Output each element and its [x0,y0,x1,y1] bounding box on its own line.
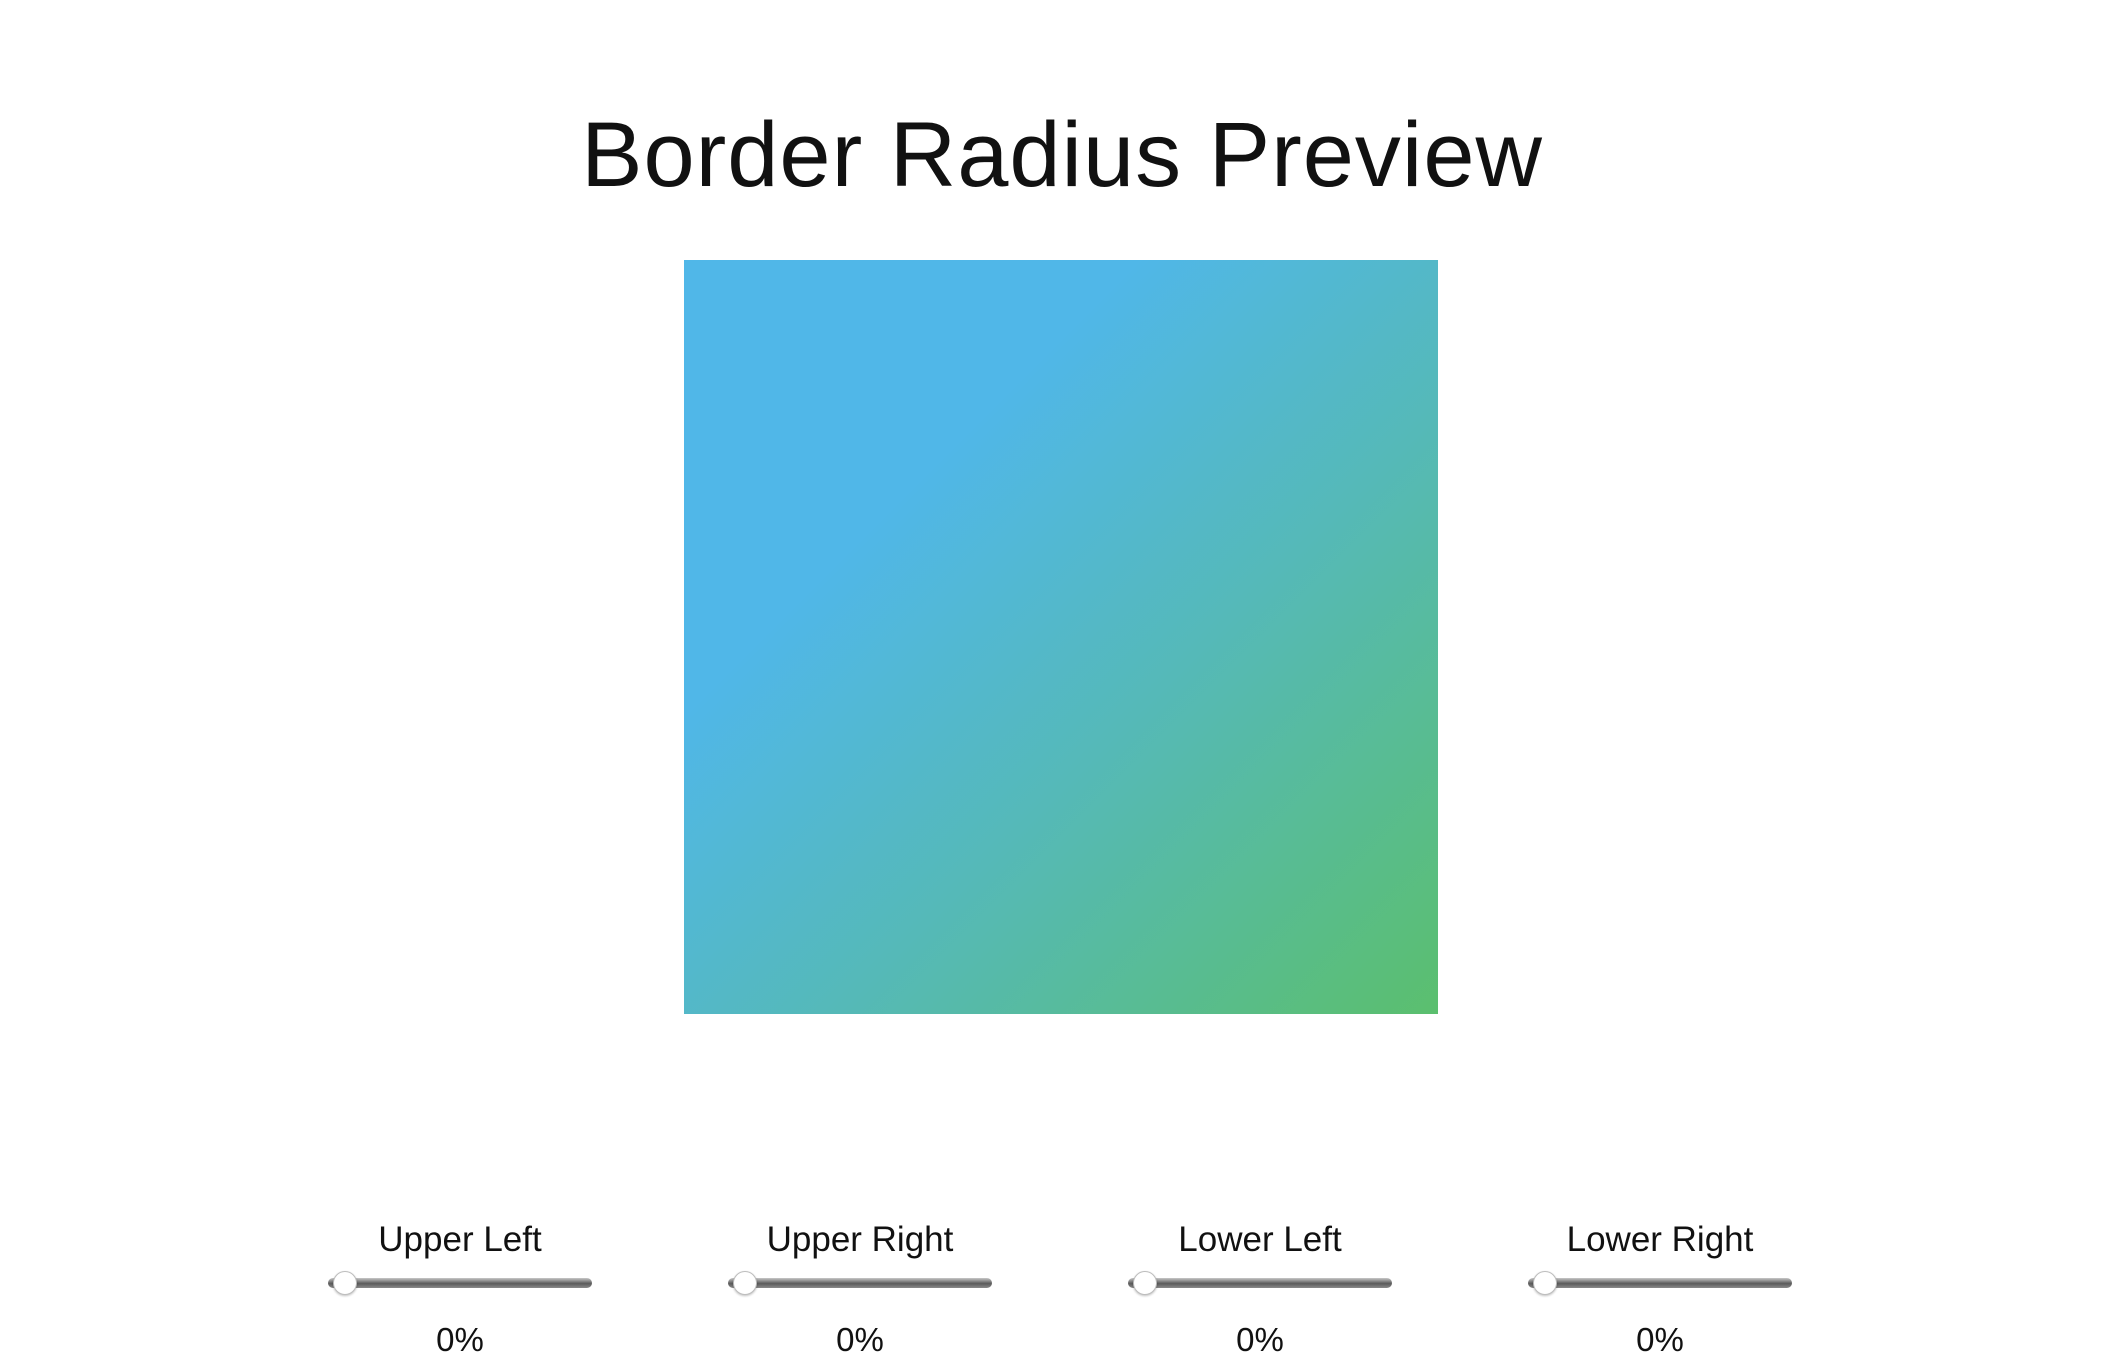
upper-right-value: 0% [836,1321,884,1358]
slider-thumb[interactable] [1133,1271,1157,1295]
lower-left-slider[interactable] [1128,1268,1392,1298]
lower-right-value: 0% [1636,1321,1684,1358]
slider-track[interactable] [1528,1278,1792,1288]
upper-right-control: Upper Right 0% [720,1216,1000,1360]
slider-thumb[interactable] [333,1271,357,1295]
lower-right-label: Lower Right [1566,1220,1754,1259]
slider-thumb[interactable] [1533,1271,1557,1295]
radius-preview-box [684,260,1438,1014]
upper-left-control: Upper Left 0% [320,1216,600,1360]
lower-left-value: 0% [1236,1321,1284,1358]
slider-track[interactable] [728,1278,992,1288]
upper-left-label: Upper Left [378,1220,542,1259]
slider-track[interactable] [1128,1278,1392,1288]
page-title: Border Radius Preview [581,103,1543,206]
upper-right-slider[interactable] [728,1268,992,1298]
upper-left-value: 0% [436,1321,484,1358]
upper-right-label: Upper Right [766,1220,954,1259]
lower-right-control: Lower Right 0% [1520,1216,1800,1360]
slider-track[interactable] [328,1278,592,1288]
lower-left-control: Lower Left 0% [1120,1216,1400,1360]
slider-thumb[interactable] [733,1271,757,1295]
lower-right-slider[interactable] [1528,1268,1792,1298]
lower-left-label: Lower Left [1178,1220,1342,1259]
upper-left-slider[interactable] [328,1268,592,1298]
